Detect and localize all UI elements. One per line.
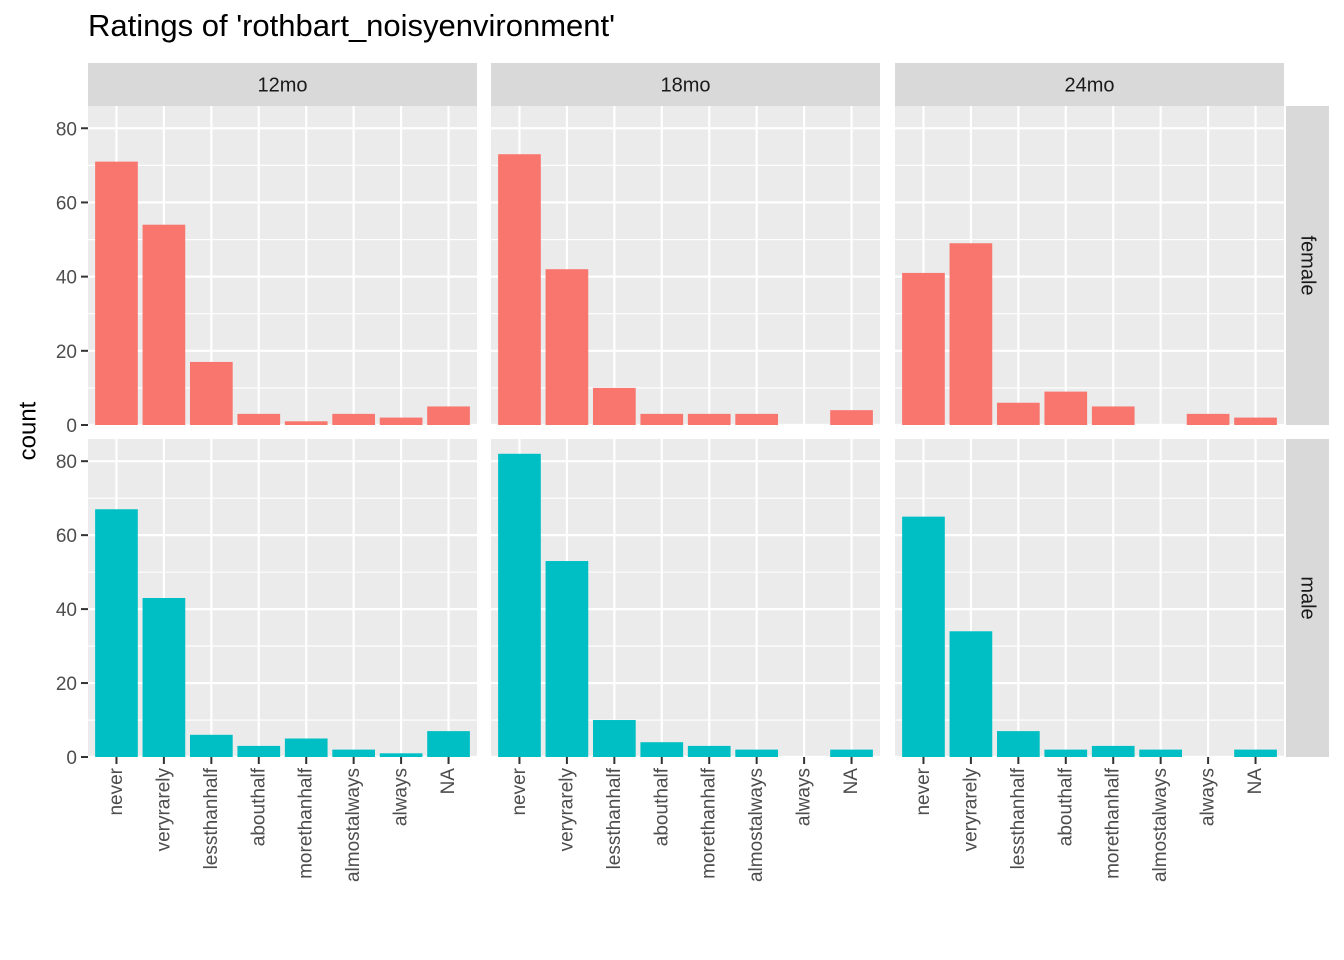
x-tick-label: always: [794, 768, 815, 826]
x-tick-label: lessthanhalf: [1008, 767, 1029, 869]
x-tick-label: morethanhalf: [1103, 767, 1124, 879]
bar: [237, 413, 281, 425]
bar: [640, 742, 684, 757]
x-tick-label: veryrarely: [153, 768, 174, 852]
facet-strip: [88, 63, 477, 106]
x-tick-label: morethanhalf: [699, 767, 720, 879]
x-tick-label: almostalways: [746, 768, 767, 882]
bar: [996, 402, 1040, 425]
facet-row-label: male: [1297, 576, 1319, 619]
bar: [142, 224, 186, 425]
x-tick-label: morethanhalf: [296, 767, 317, 879]
bar: [687, 413, 731, 425]
x-tick-label: never: [106, 767, 127, 815]
x-tick-label: abouthalf: [651, 767, 672, 846]
facet-column-label: 18mo: [660, 75, 710, 97]
bar: [95, 161, 138, 426]
facet-column-label: 12mo: [257, 75, 307, 97]
bar: [545, 561, 589, 757]
y-tick-label: 0: [66, 748, 77, 769]
y-tick-label: 80: [56, 452, 77, 473]
x-tick-label: abouthalf: [1055, 767, 1076, 846]
x-tick-label: almostalways: [1150, 768, 1171, 882]
x-tick-label: lessthanhalf: [604, 767, 625, 869]
bar: [284, 421, 328, 425]
y-tick-label: 60: [56, 526, 77, 547]
y-tick-label: 20: [56, 342, 77, 363]
bar: [1091, 745, 1135, 757]
x-tick-label: veryrarely: [556, 768, 577, 852]
bar: [142, 598, 186, 757]
bar: [640, 413, 684, 425]
facet-strip: [1286, 439, 1329, 757]
bar: [427, 406, 470, 425]
bar: [830, 749, 873, 757]
chart-title: Ratings of 'rothbart_noisyenvironment': [88, 8, 616, 43]
bar: [498, 154, 541, 425]
bar: [735, 749, 779, 757]
x-tick-label: abouthalf: [248, 767, 269, 846]
facet-column-label: 24mo: [1064, 75, 1114, 97]
facet-strip: [491, 63, 880, 106]
facet-strip: [1286, 106, 1329, 425]
y-tick-label: 60: [56, 193, 77, 214]
bar: [1186, 413, 1230, 425]
y-axis-title: count: [15, 401, 42, 460]
bar: [592, 387, 636, 425]
bar: [545, 269, 589, 425]
x-tick-label: always: [391, 768, 412, 826]
x-tick-label: lessthanhalf: [201, 767, 222, 869]
bar: [949, 631, 993, 757]
x-tick-label: always: [1198, 768, 1219, 826]
y-tick-label: 0: [66, 416, 77, 437]
bar: [237, 745, 281, 757]
y-tick-label: 40: [56, 268, 77, 289]
bar: [949, 243, 993, 425]
bar: [95, 509, 138, 757]
y-tick-label: 40: [56, 600, 77, 621]
bar: [379, 417, 423, 425]
bar: [498, 453, 541, 757]
bar: [1044, 749, 1088, 757]
bar: [1234, 749, 1277, 757]
bar: [687, 745, 731, 757]
x-tick-label: almostalways: [343, 768, 364, 882]
x-tick-label: never: [509, 767, 530, 815]
bar: [902, 272, 945, 425]
facet-strip: [895, 63, 1284, 106]
x-tick-label: NA: [1245, 768, 1266, 795]
bar: [1044, 391, 1088, 425]
bar: [379, 753, 423, 757]
bar: [592, 720, 636, 757]
y-tick-label: 80: [56, 119, 77, 140]
bar: [284, 738, 328, 757]
bar: [332, 749, 376, 757]
x-tick-label: never: [913, 767, 934, 815]
bar: [996, 731, 1040, 757]
bar: [1091, 406, 1135, 425]
bar: [902, 516, 945, 757]
bar: [1234, 417, 1277, 425]
bar: [189, 361, 233, 425]
bar: [1139, 749, 1183, 757]
bar: [189, 734, 233, 757]
bar: [427, 731, 470, 757]
facet-row-label: female: [1297, 235, 1319, 295]
bar: [332, 413, 376, 425]
bar: [830, 410, 873, 425]
y-tick-label: 20: [56, 674, 77, 695]
bar: [735, 413, 779, 425]
x-tick-label: NA: [841, 768, 862, 795]
x-tick-label: NA: [438, 768, 459, 795]
x-tick-label: veryrarely: [960, 768, 981, 852]
